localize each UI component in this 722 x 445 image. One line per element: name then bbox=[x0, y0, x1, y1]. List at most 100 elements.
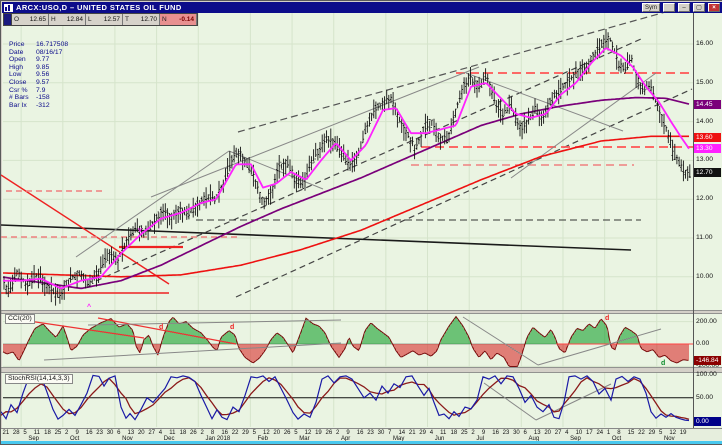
stoch-axis-label: 100.00 bbox=[696, 370, 717, 378]
x-tick-label: 26 bbox=[283, 430, 291, 436]
x-tick-label: 11 bbox=[33, 430, 40, 436]
quote-cell-o: O 12.65 bbox=[12, 14, 49, 25]
x-tick-label: 9 bbox=[346, 430, 350, 436]
close-button[interactable]: × bbox=[708, 3, 720, 12]
price-axis-badge: 13.60 bbox=[694, 132, 721, 142]
x-month-label: Nov bbox=[663, 436, 675, 442]
info-row: Price 16.717508 bbox=[9, 41, 69, 48]
x-tick-label: 16 bbox=[356, 430, 364, 436]
price-axis-label: 14.00 bbox=[696, 117, 714, 125]
x-tick-label: 12 bbox=[669, 430, 677, 436]
cci-axis-label: -200.00 bbox=[696, 362, 720, 370]
x-tick-label: 7 bbox=[388, 430, 392, 436]
x-month-label: Oct bbox=[611, 436, 622, 442]
minimize-button[interactable]: – bbox=[678, 3, 690, 12]
x-tick-label: 6 bbox=[523, 430, 527, 436]
x-tick-label: 18 bbox=[450, 430, 458, 436]
x-tick-label: 12 bbox=[304, 430, 312, 436]
x-tick-label: 5 bbox=[23, 430, 27, 436]
quote-cell-t: T 12.70 bbox=[123, 14, 160, 25]
x-month-label: Jun bbox=[434, 436, 445, 442]
x-tick-label: 20 bbox=[137, 430, 145, 436]
x-month-label: Mar bbox=[299, 436, 310, 442]
quote-bar: O 12.65 H 12.84 L 12.57 T 12.70 N -0.14 bbox=[3, 13, 198, 26]
x-tick-label: 16 bbox=[85, 430, 93, 436]
x-tick-label: 24 bbox=[596, 430, 604, 436]
x-tick-label: 29 bbox=[648, 430, 656, 436]
window-title: ARCX:USO,D – UNITED STATES OIL FUND bbox=[16, 3, 182, 12]
x-month-label: Apr bbox=[340, 436, 351, 442]
x-tick-label: 23 bbox=[502, 430, 510, 436]
x-tick-label: 11 bbox=[440, 430, 447, 436]
x-tick-label: 22 bbox=[638, 430, 645, 436]
x-tick-label: 23 bbox=[96, 430, 103, 436]
x-tick-label: 12 bbox=[263, 430, 270, 436]
x-tick-label: 5 bbox=[252, 430, 256, 436]
x-tick-label: 20 bbox=[544, 430, 552, 436]
x-tick-label: 16 bbox=[221, 430, 228, 436]
toolbar-button[interactable] bbox=[663, 3, 675, 12]
symbol-button[interactable]: Sym bbox=[642, 3, 660, 12]
x-tick-label: 30 bbox=[106, 430, 114, 436]
x-tick-label: 17 bbox=[586, 430, 593, 436]
x-tick-label: 29 bbox=[242, 430, 249, 436]
x-month-label: Jan 2018 bbox=[205, 436, 231, 442]
quote-cell-l: L 12.57 bbox=[86, 14, 123, 25]
info-row: Date 08/16/17 bbox=[9, 48, 63, 56]
x-tick-label: 8 bbox=[210, 430, 215, 436]
info-row: Open 9.77 bbox=[9, 56, 50, 64]
x-tick-label: 30 bbox=[513, 430, 520, 436]
x-tick-label: 4 bbox=[565, 430, 569, 436]
price-axis-label: 13.00 bbox=[696, 156, 714, 164]
x-tick-label: 2 bbox=[335, 430, 340, 436]
x-month-label: Dec bbox=[163, 436, 175, 442]
annotation-letter: d bbox=[661, 360, 666, 367]
price-axis-label: 11.00 bbox=[696, 234, 713, 241]
x-tick-label: 28 bbox=[12, 430, 20, 436]
x-month-label: Nov bbox=[122, 436, 133, 442]
x-tick-label: 15 bbox=[627, 430, 635, 436]
x-tick-label: 23 bbox=[367, 430, 374, 436]
x-tick-label: 16 bbox=[492, 430, 499, 436]
x-tick-label: 20 bbox=[273, 430, 281, 436]
x-tick-label: 26 bbox=[325, 430, 333, 436]
maximize-button[interactable]: ▢ bbox=[693, 3, 705, 12]
x-tick-label: 10 bbox=[575, 430, 583, 436]
annotation-letter: d bbox=[605, 315, 610, 322]
x-month-label: Oct bbox=[70, 436, 80, 442]
x-month-label: Feb bbox=[257, 436, 268, 442]
title-bar[interactable]: ARCX:USO,D – UNITED STATES OIL FUND Sym … bbox=[2, 2, 722, 13]
stoch-axis-label: 50.00 bbox=[696, 393, 714, 401]
annotation-letter: ^ bbox=[87, 304, 92, 311]
x-month-label: May bbox=[393, 436, 405, 442]
info-panel: Price 16.717508 Date 08/16/17 Open 9.77 High 9.… bbox=[9, 41, 68, 109]
x-tick-label: 21 bbox=[408, 430, 416, 436]
chart-icon bbox=[4, 3, 13, 12]
pane-label-cci: CCI(20) bbox=[5, 314, 35, 324]
cci-axis-badge: -146.84 bbox=[694, 355, 721, 365]
price-axis-label: 15.00 bbox=[696, 78, 714, 86]
x-tick-label: 21 bbox=[2, 430, 10, 436]
x-axis[interactable]: 21 28 5 11 18 25 2 9 16 23 30 6 13 20 27 4 11 18 26 2 8 16 22 2… bbox=[1, 428, 722, 442]
x-tick-label: 22 bbox=[231, 430, 239, 436]
x-tick-label: 4 bbox=[158, 430, 163, 436]
annotation-letter: d bbox=[159, 324, 164, 331]
x-month-label: Aug bbox=[528, 436, 540, 442]
x-tick-label: 18 bbox=[44, 430, 51, 436]
x-tick-label: 9 bbox=[481, 430, 486, 436]
price-axis-badge: 12.70 bbox=[694, 167, 721, 177]
x-tick-label: 30 bbox=[377, 430, 385, 436]
x-tick-label: 14 bbox=[398, 430, 406, 436]
x-tick-label: 25 bbox=[460, 430, 468, 436]
x-tick-label: 9 bbox=[75, 430, 79, 436]
x-month-label: Jul bbox=[476, 436, 485, 442]
stoch-axis-badge: 0.00 bbox=[694, 416, 721, 426]
x-month-label: Sep bbox=[570, 436, 581, 442]
x-tick-label: 2 bbox=[471, 430, 475, 436]
x-tick-label: 4 bbox=[429, 430, 434, 436]
x-tick-label: 8 bbox=[617, 430, 621, 436]
info-row: # Bars -158 bbox=[9, 94, 50, 102]
x-tick-label: 19 bbox=[679, 430, 687, 436]
